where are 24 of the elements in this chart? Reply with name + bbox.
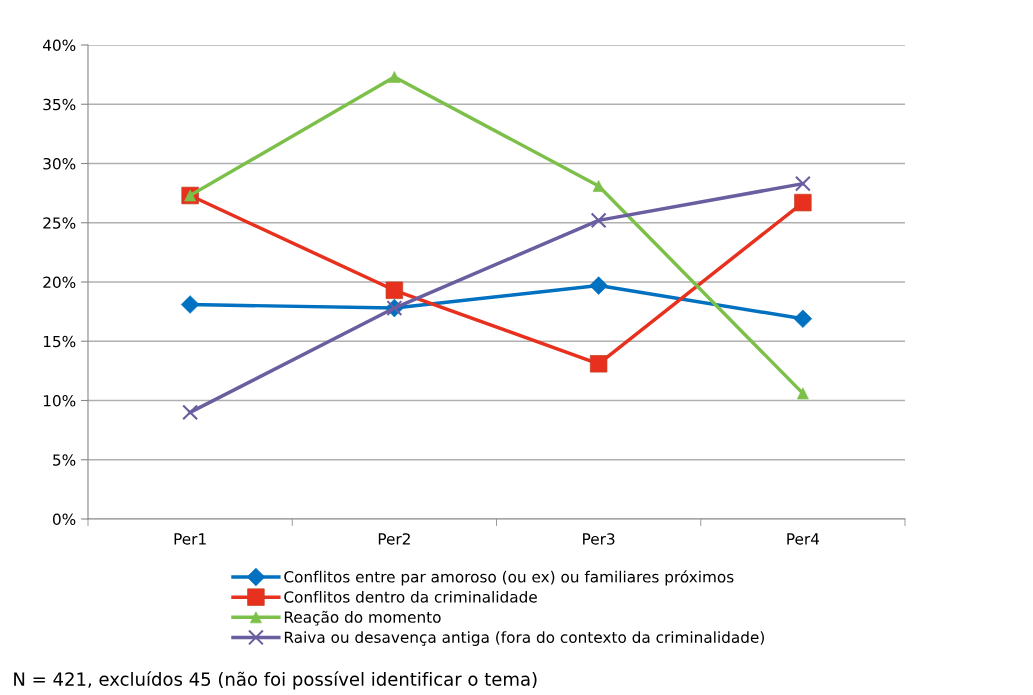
x-tick-label: Per1 — [174, 533, 206, 545]
x-tick-label: Per4 — [787, 533, 820, 545]
x-tick-label: Per2 — [378, 533, 410, 545]
y-tick-label: 15% — [43, 335, 76, 348]
text: N = 421, excluídos 45 (não foi possível identificar o tema) — [14, 671, 537, 690]
legend-label: Reação do momento — [284, 610, 441, 626]
point — [794, 193, 812, 212]
legend-label: Conflitos entre par amoroso (ou ex) ou familiares próximos — [284, 570, 734, 586]
point — [182, 404, 199, 421]
y-tick-label: 20% — [43, 276, 76, 289]
point — [590, 212, 607, 229]
y-tick-label: 0% — [52, 513, 76, 526]
y-tick-label: 40% — [42, 39, 76, 52]
y-tick-label: 5% — [53, 454, 76, 466]
y-tick-label: 35% — [43, 98, 76, 111]
y-tick-label: 30% — [43, 157, 76, 170]
legend-label: Conflitos dentro da criminalidade — [284, 590, 537, 603]
x-tick-label: Per3 — [583, 533, 615, 545]
point — [794, 175, 811, 192]
y-tick-label: 25% — [43, 217, 76, 229]
legend-label: Raiva ou desavença antiga (fora do contexto da criminalidade) — [284, 631, 764, 646]
point — [180, 295, 200, 314]
y-tick-label: 10% — [43, 394, 76, 407]
point — [589, 355, 608, 373]
